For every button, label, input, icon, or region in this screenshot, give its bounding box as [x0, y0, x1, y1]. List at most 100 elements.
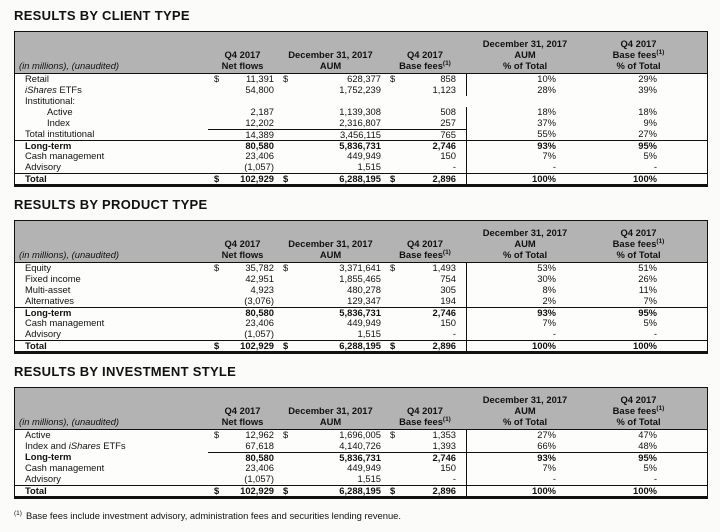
aum-pct-value: 10%	[466, 73, 584, 85]
aum-value: 6,288,195	[339, 340, 381, 351]
table-row: Total institutional 14,389 3,456,115 765 55%…	[15, 128, 707, 141]
base-fees-cell: $1,353	[384, 429, 466, 441]
net-flows-value: 12,962	[245, 429, 274, 440]
base-fees-pct-value: 48%	[638, 440, 657, 451]
column-header-aum: December 31, 2017 AUM	[277, 32, 384, 73]
table-body: Equity $35,782 $3,371,641 $1,493 53% 51% Fixed…	[15, 262, 707, 352]
dollar-sign: $	[283, 262, 289, 273]
net-flows-value: (1,057)	[244, 328, 274, 339]
aum-cell: $3,371,641	[277, 262, 384, 274]
row-label-text: ETFs	[56, 84, 82, 95]
aum-pct-value: 18%	[466, 106, 584, 118]
net-flows-value: 102,929	[240, 485, 274, 496]
dollar-sign: $	[283, 429, 289, 440]
table-row: Long-term 80,580 5,836,731 2,746 93% 95%	[15, 307, 707, 319]
base-fees-cell: 765	[384, 129, 466, 141]
aum-value: 1,752,239	[339, 84, 381, 95]
header-line: Q4 2017	[224, 238, 261, 249]
base-fees-cell: $2,896	[384, 340, 466, 352]
aum-value: 449,949	[347, 150, 381, 161]
aum-cell: $6,288,195	[277, 340, 384, 352]
header-line: December 31, 2017	[288, 405, 373, 416]
base-fees-value: -	[452, 328, 456, 339]
header-text: Base fees	[399, 60, 443, 71]
column-header-aum-pct-of-total: December 31, 2017 AUM % of Total	[466, 221, 584, 262]
aum-value: 5,836,731	[339, 140, 381, 151]
net-flows-cell: (3,076)	[208, 295, 277, 307]
dollar-sign: $	[283, 485, 289, 496]
base-fees-value: 150	[440, 150, 456, 161]
row-label-text: Institutional:	[25, 95, 76, 106]
header-line: AUM	[319, 249, 342, 260]
table-row: Multi-asset 4,923 480,278 305 8% 11%	[15, 284, 707, 296]
section-title: RESULTS BY PRODUCT TYPE	[14, 197, 208, 212]
table-header-row: (in millions), (unaudited) Q4 2017 Net f…	[15, 221, 707, 263]
net-flows-cell: (1,057)	[208, 328, 277, 340]
aum-cell: 4,140,726	[277, 440, 384, 452]
row-label: Active	[15, 429, 208, 441]
table-body: Retail $11,391 $628,377 $858 10% 29% iShares E…	[15, 73, 707, 185]
header-line: % of Total	[616, 416, 661, 427]
row-label: Cash management	[15, 150, 208, 162]
net-flows-value: (3,076)	[244, 295, 274, 306]
dollar-sign: $	[390, 485, 396, 496]
base-fees-cell: $2,896	[384, 173, 466, 185]
net-flows-cell: $102,929	[208, 340, 277, 352]
net-flows-cell: 80,580	[208, 140, 277, 152]
row-label: Index	[15, 117, 208, 129]
table-row: Retail $11,391 $628,377 $858 10% 29%	[15, 73, 707, 85]
header-line: % of Total	[502, 60, 548, 71]
row-label: Long-term	[15, 451, 208, 463]
base-fees-value: 257	[440, 117, 456, 128]
row-label: Alternatives	[15, 295, 208, 307]
base-fees-pct-value: 95%	[638, 307, 657, 318]
header-line: Q4 2017	[620, 394, 657, 405]
base-fees-value: 2,896	[432, 340, 456, 351]
net-flows-value: 80,580	[245, 452, 274, 463]
base-fees-cell: 508	[384, 106, 466, 118]
row-label-text: Long-term	[25, 140, 72, 151]
aum-pct-value: 93%	[466, 452, 584, 464]
header-line: Base fees(1)	[384, 249, 466, 260]
column-header-aum: December 31, 2017 AUM	[277, 221, 384, 262]
aum-pct-value: 7%	[466, 462, 584, 474]
header-line: Base fees(1)	[384, 60, 466, 71]
table-row: Cash management 23,406 449,949 150 7% 5%	[15, 462, 707, 474]
aum-value: 1,515	[357, 328, 381, 339]
header-line: AUM	[319, 60, 342, 71]
footnote-text: Base fees include investment advisory, a…	[25, 510, 401, 521]
row-label-text: Total	[25, 340, 47, 351]
table-row: Total $102,929 $6,288,195 $2,896 100% 100%	[15, 173, 707, 185]
table-row: Total $102,929 $6,288,195 $2,896 100% 100%	[15, 340, 707, 352]
aum-cell: 5,836,731	[277, 140, 384, 152]
aum-pct-value: 93%	[466, 307, 584, 319]
base-fees-cell: 150	[384, 462, 466, 474]
column-header-net-flows: Q4 2017 Net flows	[208, 221, 277, 262]
aum-pct-value: 2%	[466, 295, 584, 307]
net-flows-cell: (1,057)	[208, 473, 277, 485]
aum-pct-value: -	[466, 473, 584, 485]
base-fees-pct-value: 11%	[638, 284, 657, 295]
base-fees-value: 858	[440, 73, 456, 84]
dollar-sign: $	[214, 73, 220, 84]
section-title: RESULTS BY INVESTMENT STYLE	[14, 364, 237, 379]
base-fees-pct-value: 7%	[643, 295, 657, 306]
net-flows-cell: 2,187	[208, 106, 277, 118]
row-label: Cash management	[15, 462, 208, 474]
aum-cell: 1,515	[277, 161, 384, 173]
header-line: Net flows	[221, 249, 264, 260]
column-header-aum: December 31, 2017 AUM	[277, 388, 384, 429]
net-flows-value: 42,951	[245, 273, 274, 284]
header-line: % of Total	[502, 416, 548, 427]
base-fees-pct-value: 100%	[633, 485, 657, 496]
aum-cell: 1,752,239	[277, 84, 384, 96]
base-fees-cell: -	[384, 328, 466, 340]
table-row: Cash management 23,406 449,949 150 7% 5%	[15, 317, 707, 329]
row-label: iShares ETFs	[15, 84, 208, 96]
aum-pct-value: 30%	[466, 273, 584, 285]
header-line: December 31, 2017	[482, 394, 568, 405]
aum-pct-value: 37%	[466, 117, 584, 129]
base-fees-value: 2,746	[432, 452, 456, 463]
base-fees-cell: 2,746	[384, 140, 466, 152]
